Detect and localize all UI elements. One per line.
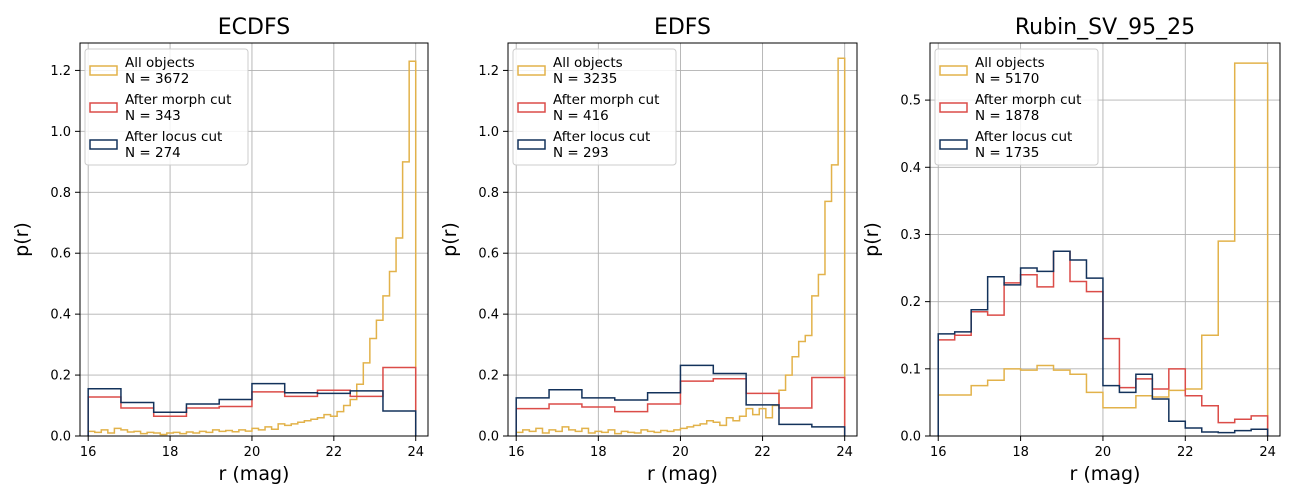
series-after-locus-cut [515, 364, 846, 436]
legend-label: After morph cut [125, 92, 231, 108]
y-tick-label: 0.3 [900, 228, 921, 243]
y-tick-label: 0.0 [50, 430, 71, 445]
series-all-objects [87, 60, 417, 436]
series-after-locus-cut [87, 382, 417, 436]
x-tick-label: 16 [80, 445, 97, 460]
y-tick-label: 1.0 [50, 125, 71, 140]
panel-ecdfs: 16 18 20 22 24 0.0 0.2 0.4 0.6 0.8 1.0 1.2 ECDFS r (m… [11, 15, 429, 485]
y-tick-label: 1.2 [478, 64, 499, 79]
y-tick-label: 0.6 [478, 247, 499, 262]
plot-frame [79, 42, 429, 437]
y-tick-label: 0.4 [478, 308, 499, 323]
series-all-objects [515, 57, 846, 436]
x-tick-label: 24 [407, 445, 424, 460]
legend-count: N = 416 [553, 108, 609, 124]
y-tick-label: 0.2 [50, 369, 71, 384]
y-axis-label: p(r) [861, 222, 883, 257]
legend-label: After locus cut [553, 129, 650, 145]
legend-label: After morph cut [975, 92, 1081, 108]
x-tick-label: 20 [244, 445, 261, 460]
y-tick-label: 0.6 [50, 247, 71, 262]
x-tick-label: 18 [1012, 445, 1029, 460]
x-tick-label: 20 [672, 445, 689, 460]
legend-label: All objects [125, 55, 195, 71]
x-tick-label: 16 [508, 445, 525, 460]
legend-box [512, 48, 677, 166]
legend-label: After locus cut [125, 129, 222, 145]
x-axis-label: r (mag) [1070, 463, 1141, 485]
legend-swatch-after-morph-cut [517, 102, 546, 113]
panel-rubin-sv-95-25: 16 18 20 22 24 0.0 0.1 0.2 0.3 0.4 0.5 Rubin_SV_95_… [861, 15, 1281, 485]
x-tick-label: 22 [326, 445, 343, 460]
legend-swatch-after-morph-cut [939, 102, 968, 113]
legend-box [934, 48, 1099, 166]
y-tick-label: 0.8 [478, 186, 499, 201]
legend-count: N = 274 [125, 145, 181, 161]
y-tick-label: 0.8 [50, 186, 71, 201]
legend-count: N = 5170 [975, 71, 1039, 87]
legend-swatch-all-objects [939, 65, 968, 76]
x-tick-label: 20 [1095, 445, 1112, 460]
y-tick-label: 0.1 [900, 362, 921, 377]
chart-title: Rubin_SV_95_25 [1015, 15, 1195, 40]
panel-edfs: 16 18 20 22 24 0.0 0.2 0.4 0.6 0.8 1.0 1.2 EDFS r (ma… [439, 15, 858, 485]
legend-label: All objects [553, 55, 623, 71]
y-tick-label: 1.2 [50, 64, 71, 79]
legend-count: N = 1735 [975, 145, 1039, 161]
chart-title: ECDFS [218, 15, 290, 40]
legend-count: N = 343 [125, 108, 181, 124]
legend-label: All objects [975, 55, 1045, 71]
series-all-objects [937, 62, 1269, 436]
series-after-locus-cut [937, 250, 1269, 436]
legend-count: N = 293 [553, 145, 609, 161]
legend-count: N = 1878 [975, 108, 1039, 124]
plot-frame [929, 42, 1281, 437]
x-axis-label: r (mag) [219, 463, 290, 485]
legend-count: N = 3235 [553, 71, 617, 87]
y-tick-label: 0.2 [478, 369, 499, 384]
legend-swatch-after-morph-cut [89, 102, 118, 113]
y-tick-label: 0.4 [900, 161, 921, 176]
x-tick-label: 16 [930, 445, 947, 460]
legend-swatch-after-locus-cut [517, 139, 546, 150]
legend-label: After morph cut [553, 92, 659, 108]
legend-label: After locus cut [975, 129, 1072, 145]
legend-swatch-all-objects [89, 65, 118, 76]
legend-count: N = 3672 [125, 71, 189, 87]
x-tick-label: 18 [590, 445, 607, 460]
legend-box [84, 48, 249, 166]
y-axis-label: p(r) [11, 222, 33, 257]
chart-title: EDFS [654, 15, 711, 40]
x-tick-label: 24 [1259, 445, 1276, 460]
y-axis-label: p(r) [439, 222, 461, 257]
y-tick-label: 0.2 [900, 295, 921, 310]
x-tick-label: 22 [1177, 445, 1194, 460]
legend-swatch-after-locus-cut [939, 139, 968, 150]
plot-frame [507, 42, 858, 437]
x-tick-label: 24 [836, 445, 853, 460]
y-tick-label: 0.0 [900, 430, 921, 445]
y-tick-label: 0.5 [900, 94, 921, 109]
legend-swatch-all-objects [517, 65, 546, 76]
x-axis-label: r (mag) [647, 463, 718, 485]
x-tick-label: 18 [162, 445, 179, 460]
y-tick-label: 0.4 [50, 308, 71, 323]
y-tick-label: 0.0 [478, 430, 499, 445]
legend-swatch-after-locus-cut [89, 139, 118, 150]
y-tick-label: 1.0 [478, 125, 499, 140]
x-tick-label: 22 [754, 445, 771, 460]
